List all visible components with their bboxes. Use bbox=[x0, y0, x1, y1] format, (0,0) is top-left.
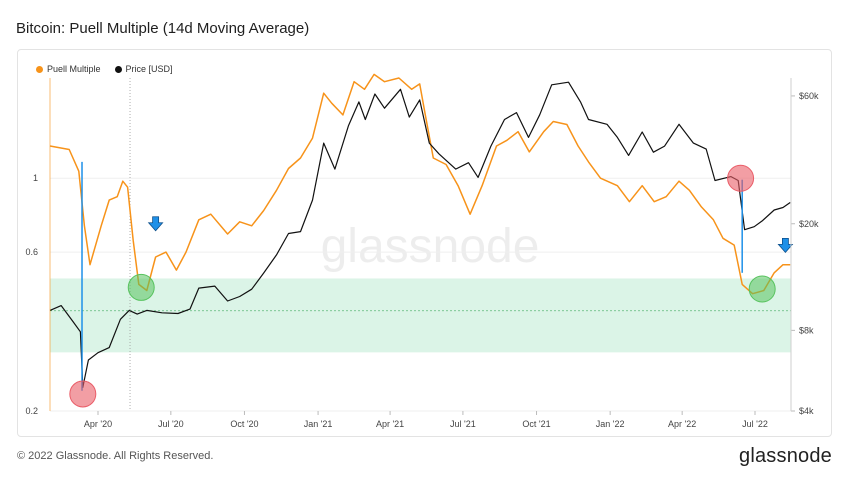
x-tick-label: Apr '22 bbox=[668, 419, 696, 429]
legend-item-puell[interactable]: Puell Multiple bbox=[36, 64, 101, 74]
y-left-tick-label: 0.6 bbox=[25, 247, 38, 257]
green-circle-marker-0 bbox=[127, 273, 155, 301]
chart-title: Bitcoin: Puell Multiple (14d Moving Aver… bbox=[16, 20, 310, 37]
copyright-text: © 2022 Glassnode. All Rights Reserved. bbox=[17, 450, 214, 462]
down-arrow-icon-1 bbox=[777, 237, 794, 253]
x-tick-label: Jul '22 bbox=[742, 419, 768, 429]
brand-logo: glassnode bbox=[739, 445, 832, 467]
x-tick-label: Jan '22 bbox=[596, 419, 625, 429]
legend-dot-price bbox=[114, 65, 122, 73]
x-tick-label: Oct '20 bbox=[230, 419, 258, 429]
x-tick-label: Jul '20 bbox=[158, 419, 184, 429]
grid-layer bbox=[50, 177, 791, 412]
down-arrow-icon-0 bbox=[147, 216, 164, 232]
series-price-usd-line bbox=[49, 81, 791, 388]
red-circle-marker-0 bbox=[69, 380, 97, 408]
legend-label-puell: Puell Multiple bbox=[47, 64, 101, 74]
green-circle-marker-1 bbox=[748, 275, 776, 303]
red-circle-marker-1 bbox=[727, 164, 755, 192]
annotation-over-layer bbox=[69, 161, 794, 408]
legend-label-price: Price [USD] bbox=[125, 64, 173, 74]
y-right-tick-label: $8k bbox=[799, 325, 814, 335]
green-zone-band bbox=[50, 278, 791, 353]
x-tick-label: Jul '21 bbox=[450, 419, 476, 429]
y-right-tick-label: $4k bbox=[799, 406, 814, 416]
band-layer bbox=[50, 278, 791, 353]
axis-layer: 1 0.6 0.2 $60k $20k $8k $4k Apr '20 Jul '20 Oct '… bbox=[25, 78, 819, 429]
y-left-tick-label: 1 bbox=[33, 173, 38, 183]
y-right-tick-label: $20k bbox=[799, 219, 819, 229]
x-tick-label: Oct '21 bbox=[522, 419, 550, 429]
x-tick-label: Apr '21 bbox=[376, 419, 404, 429]
x-tick-label: Apr '20 bbox=[84, 419, 112, 429]
y-left-tick-label: 0.2 bbox=[25, 406, 38, 416]
chart-legend[interactable]: Puell Multiple Price [USD] bbox=[36, 64, 173, 74]
y-right-tick-label: $60k bbox=[799, 91, 819, 101]
x-tick-label: Jan '21 bbox=[304, 419, 333, 429]
legend-dot-puell bbox=[36, 65, 43, 73]
legend-item-price[interactable]: Price [USD] bbox=[114, 64, 173, 74]
watermark-text: glassnode bbox=[321, 220, 540, 273]
chart-panel bbox=[17, 49, 832, 437]
